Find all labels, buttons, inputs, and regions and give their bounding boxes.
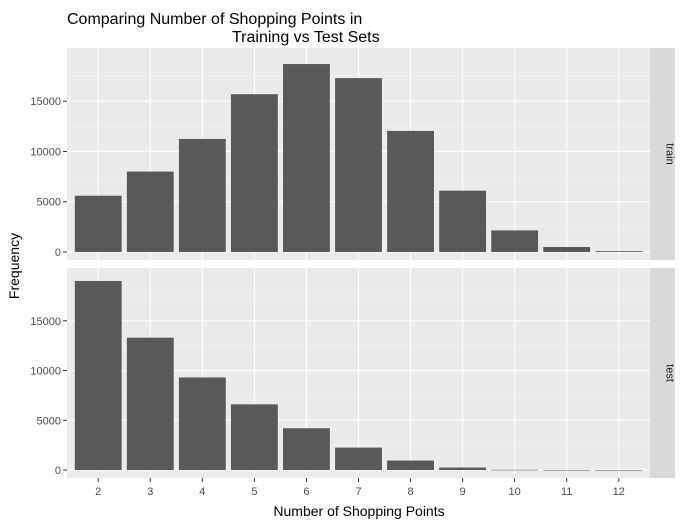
- y-axis-title: Frequency: [6, 233, 22, 299]
- bar-train-10: [491, 230, 539, 252]
- x-axis-title: Number of Shopping Points: [273, 503, 444, 519]
- facet-panel-train: 0 5000 10000 15000 train: [30, 48, 676, 260]
- x-tick-label: 3: [147, 486, 153, 498]
- x-axis: 2 3 4 5 6 7 8 9 10 11 12: [95, 478, 625, 498]
- facet-panel-test: 0 5000 10000 15000 test: [30, 268, 676, 478]
- x-tick-label: 4: [199, 486, 205, 498]
- bar-train-6: [283, 64, 330, 253]
- y-tick-label: 10000: [30, 366, 61, 378]
- x-tick-label: 11: [561, 486, 572, 498]
- x-tick-label: 12: [613, 486, 625, 498]
- bar-train-3: [126, 171, 174, 252]
- bar-test-7: [335, 447, 382, 470]
- bar-train-9: [439, 190, 487, 252]
- bar-test-8: [387, 460, 434, 470]
- y-tick-label: 10000: [30, 146, 61, 158]
- facet-panels: 0 5000 10000 15000 train 0 5000 10000 15000 test: [30, 48, 676, 478]
- facet-strip: [650, 268, 675, 478]
- x-tick-label: 9: [460, 486, 466, 498]
- y-tick-label: 5000: [37, 197, 61, 209]
- bar-test-6: [283, 428, 330, 470]
- x-tick-label: 10: [509, 486, 521, 498]
- facet-strip-label: train: [664, 143, 676, 164]
- facet-strip-label: test: [664, 364, 676, 382]
- bar-train-11: [543, 246, 591, 252]
- bar-train-8: [387, 130, 434, 252]
- y-tick-label: 0: [55, 465, 61, 477]
- bar-test-10: [491, 469, 539, 471]
- bar-train-7: [335, 78, 382, 252]
- bar-train-2: [74, 195, 122, 252]
- facet-strip: [650, 48, 675, 260]
- bar-test-3: [126, 337, 174, 470]
- bar-test-12: [595, 470, 643, 471]
- y-tick-label: 15000: [30, 316, 61, 328]
- bar-train-12: [595, 251, 643, 252]
- bar-train-4: [178, 138, 226, 252]
- y-tick-label: 5000: [37, 415, 61, 427]
- bar-train-5: [230, 94, 278, 252]
- bar-test-11: [543, 469, 591, 471]
- y-tick-label: 15000: [30, 96, 61, 108]
- bar-test-5: [230, 404, 278, 470]
- bar-test-9: [439, 467, 487, 470]
- x-tick-label: 6: [303, 486, 309, 498]
- y-tick-label: 0: [55, 247, 61, 259]
- x-tick-label: 5: [251, 486, 257, 498]
- x-tick-label: 8: [407, 486, 413, 498]
- chart-title-line-1: Comparing Number of Shopping Points in: [67, 11, 362, 28]
- x-tick-label: 2: [95, 486, 101, 498]
- chart-title-line-2: Training vs Test Sets: [232, 29, 380, 46]
- bar-test-2: [74, 280, 122, 470]
- bar-test-4: [178, 377, 226, 470]
- x-tick-label: 7: [355, 486, 361, 498]
